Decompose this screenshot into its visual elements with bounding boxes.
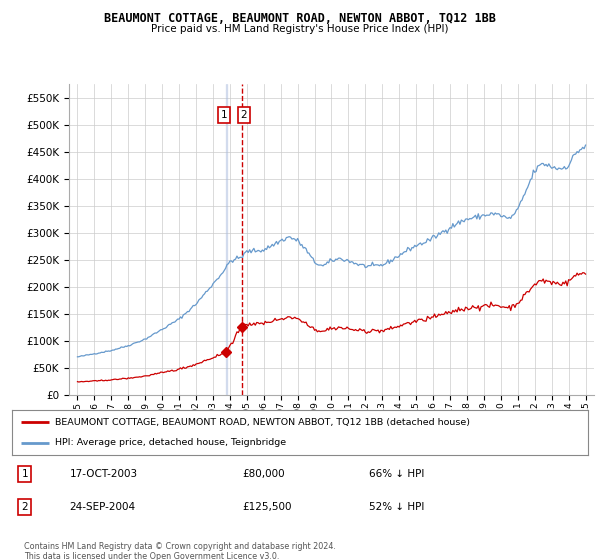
Text: Contains HM Land Registry data © Crown copyright and database right 2024.
This d: Contains HM Land Registry data © Crown c… (24, 542, 336, 560)
Text: Price paid vs. HM Land Registry's House Price Index (HPI): Price paid vs. HM Land Registry's House … (151, 24, 449, 34)
Text: £125,500: £125,500 (242, 502, 292, 512)
Text: £80,000: £80,000 (242, 469, 285, 479)
Bar (226, 84, 227, 395)
Text: HPI: Average price, detached house, Teignbridge: HPI: Average price, detached house, Teig… (55, 438, 286, 447)
Text: 1: 1 (22, 469, 28, 479)
Text: 66% ↓ HPI: 66% ↓ HPI (369, 469, 424, 479)
Text: 24-SEP-2004: 24-SEP-2004 (70, 502, 136, 512)
Text: 17-OCT-2003: 17-OCT-2003 (70, 469, 138, 479)
Text: 2: 2 (241, 110, 247, 120)
Text: 52% ↓ HPI: 52% ↓ HPI (369, 502, 424, 512)
Text: 1: 1 (220, 110, 227, 120)
Text: BEAUMONT COTTAGE, BEAUMONT ROAD, NEWTON ABBOT, TQ12 1BB: BEAUMONT COTTAGE, BEAUMONT ROAD, NEWTON … (104, 12, 496, 25)
Text: 2: 2 (22, 502, 28, 512)
Text: BEAUMONT COTTAGE, BEAUMONT ROAD, NEWTON ABBOT, TQ12 1BB (detached house): BEAUMONT COTTAGE, BEAUMONT ROAD, NEWTON … (55, 418, 470, 427)
